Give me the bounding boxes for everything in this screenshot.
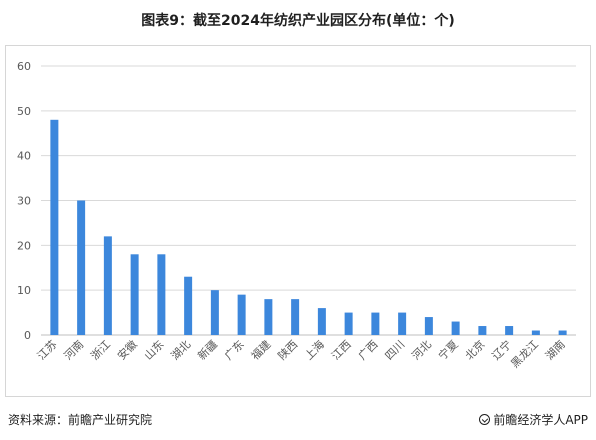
y-tick-label: 60 [17, 60, 31, 73]
x-category-label: 福建 [248, 337, 273, 362]
x-category-label: 浙江 [88, 338, 113, 363]
bar [344, 312, 353, 335]
x-category-label: 黑龙江 [508, 338, 541, 371]
bar [398, 312, 407, 335]
bar [478, 326, 487, 335]
bar [451, 321, 460, 335]
x-category-label: 新疆 [195, 337, 220, 362]
y-tick-label: 20 [17, 239, 31, 252]
x-category-label: 湖北 [168, 338, 193, 363]
bar [210, 290, 219, 335]
footer: 资料来源：前瞻产业研究院 前瞻经济学人APP [0, 411, 596, 431]
y-tick-label: 0 [24, 329, 31, 342]
x-category-label: 四川 [382, 338, 407, 363]
source-note: 资料来源：前瞻产业研究院 [8, 413, 153, 427]
y-tick-label: 10 [17, 284, 31, 297]
bar [531, 330, 540, 335]
bar [505, 326, 514, 335]
bar [317, 308, 326, 335]
bar [558, 330, 567, 335]
bar [130, 254, 139, 335]
bar [424, 317, 433, 335]
y-tick-label: 30 [17, 195, 31, 208]
x-category-label: 广东 [222, 338, 247, 363]
credit-label: 前瞻经济学人APP [493, 413, 588, 427]
y-tick-label: 50 [17, 105, 31, 118]
x-category-label: 山东 [142, 338, 167, 363]
x-category-label: 宁夏 [435, 337, 460, 362]
bar [157, 254, 166, 335]
chart-frame: 0 10 20 30 40 50 60 江苏 河南 浙江 安徽 山东 湖北 新疆 广东 福建 陕西 上海 江西 广西四… [5, 45, 591, 397]
bar [371, 312, 380, 335]
x-category-label: 河北 [409, 338, 434, 363]
bar [237, 294, 246, 335]
x-category-label: 江苏 [35, 338, 60, 363]
bar [184, 276, 193, 335]
credit: 前瞻经济学人APP [479, 411, 588, 428]
circle-check-icon [479, 414, 491, 425]
y-tick-label: 40 [17, 150, 31, 163]
bar [50, 119, 59, 335]
bar [291, 299, 300, 335]
chart-title: 图表9：截至2024年纺织产业园区分布(单位：个) [141, 13, 455, 29]
bar-chart: 0 10 20 30 40 50 60 江苏 河南 浙江 安徽 山东 湖北 新疆 广东 福建 陕西 上海 江西 广西四… [17, 60, 576, 371]
x-category-label: 安徽 [114, 337, 139, 362]
x-category-label: 河南 [61, 338, 86, 363]
x-category-label: 北京 [462, 337, 487, 362]
x-category-label: 上海 [302, 337, 327, 362]
bar [77, 200, 86, 335]
x-category-label: 陕西 [275, 337, 300, 362]
x-category-label: 湖南 [543, 338, 568, 363]
x-category-label: 江西 [329, 338, 354, 363]
x-category-label: 广西 [356, 338, 381, 363]
bar [264, 299, 273, 335]
bar [103, 236, 112, 335]
